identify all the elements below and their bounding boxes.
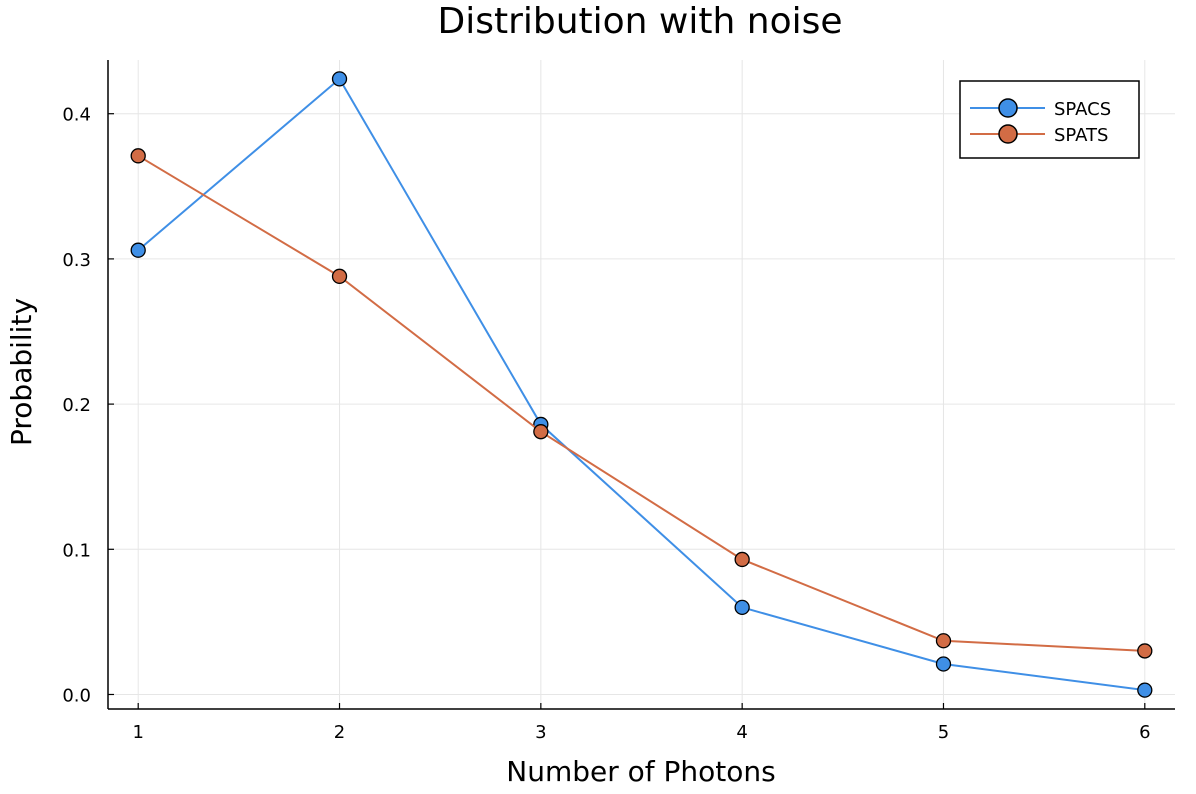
data-point-spats: [734, 551, 750, 568]
legend-item-spacs: SPACS: [970, 98, 1111, 120]
x-tick-label: 3: [535, 722, 546, 743]
series-spats: [130, 148, 1153, 659]
legend-items: SPACS SPATS: [970, 98, 1111, 146]
legend-swatch-marker: [998, 98, 1018, 118]
data-point-spacs: [1137, 682, 1153, 698]
chart-title: Distribution with noise: [437, 1, 842, 42]
x-tick-label: 5: [938, 722, 949, 743]
x-tick-label: 2: [334, 722, 345, 743]
legend-box: [959, 80, 1140, 159]
data-point-spacs: [935, 656, 952, 672]
x-tick-label: 1: [132, 722, 143, 743]
series: [130, 71, 1153, 698]
data-point-spacs: [331, 71, 348, 87]
x-axis-title: Number of Photons: [506, 755, 775, 788]
y-tick-label: 0.1: [62, 540, 91, 561]
y-tick-label: 0.2: [62, 395, 91, 416]
legend-item-spats: SPATS: [970, 124, 1108, 146]
y-tick-label: 0.4: [62, 105, 91, 126]
data-point-spats: [1137, 643, 1153, 659]
x-ticks: 1 2 3 4 5 6: [132, 703, 1151, 743]
y-tick-label: 0.3: [62, 250, 91, 271]
legend-label: SPACS: [1054, 99, 1111, 120]
legend-swatch-marker: [998, 124, 1018, 144]
data-point-spats: [533, 424, 549, 440]
data-point-spats: [935, 633, 952, 649]
data-point-spacs: [130, 242, 146, 258]
y-tick-label: 0.0: [62, 685, 91, 706]
y-ticks: 0.0 0.1 0.2 0.3 0.4: [62, 105, 114, 706]
data-point-spats: [331, 268, 348, 284]
y-axis-title: Probability: [5, 298, 38, 446]
x-tick-label: 6: [1139, 722, 1150, 743]
legend: SPACS SPATS: [959, 80, 1140, 159]
data-point-spats: [130, 148, 146, 164]
legend-label: SPATS: [1054, 125, 1108, 146]
axes: [107, 60, 1175, 710]
series-line-spats: [137, 154, 1145, 652]
x-tick-label: 4: [736, 722, 747, 743]
series-line-spacs: [137, 77, 1145, 692]
data-point-spacs: [734, 599, 750, 616]
